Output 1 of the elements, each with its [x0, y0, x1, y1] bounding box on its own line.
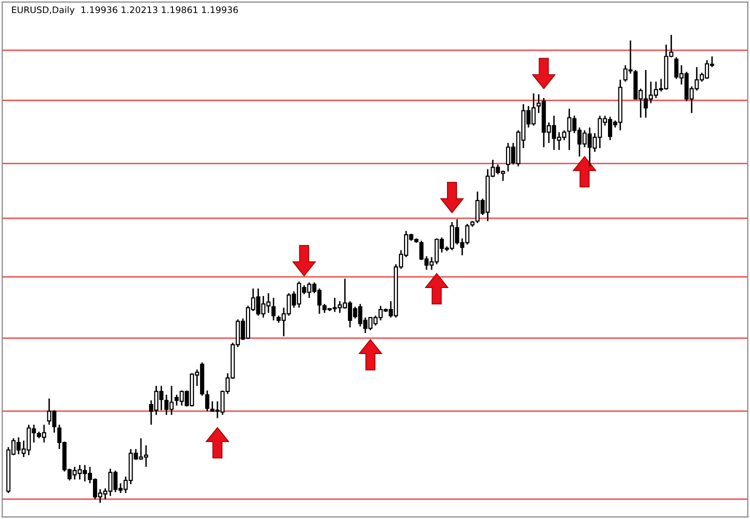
chart-title: EURUSD,Daily 1.19936 1.20213 1.19861 1.19936	[12, 6, 238, 15]
